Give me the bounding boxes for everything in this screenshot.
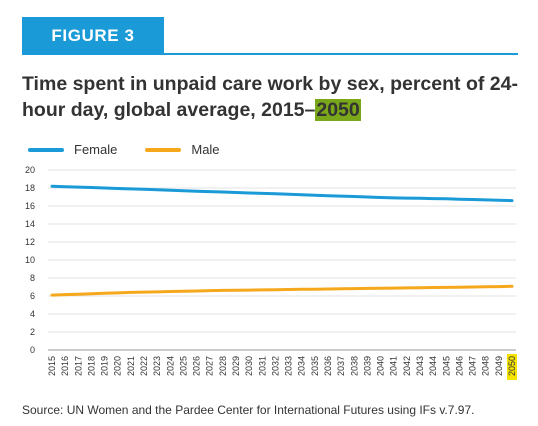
x-tick-label: 2038 <box>349 356 359 376</box>
y-tick-label: 10 <box>25 255 35 265</box>
x-tick-label: 2027 <box>205 356 215 376</box>
legend-swatch-male <box>145 147 182 152</box>
x-tick-label: 2020 <box>113 356 123 376</box>
figure-rule <box>22 53 518 55</box>
grid-layer <box>48 169 516 351</box>
chart-title: Time spent in unpaid care work by sex, p… <box>22 71 522 123</box>
legend-item-female: Female <box>28 142 117 157</box>
y-tick-label: 0 <box>30 345 35 355</box>
x-tick-label: 2046 <box>454 356 464 376</box>
figure-label: FIGURE 3 <box>22 17 164 54</box>
x-tick-label: 2035 <box>310 356 320 376</box>
x-tick-label: 2039 <box>362 356 372 376</box>
x-tick-highlight <box>507 354 517 380</box>
x-tick-label: 2025 <box>178 356 188 376</box>
legend-label-male: Male <box>191 142 220 157</box>
x-tick-label: 2028 <box>218 356 228 376</box>
y-tick-label: 8 <box>30 273 35 283</box>
x-tick-label: 2023 <box>152 356 162 376</box>
x-tick-label: 2024 <box>165 356 175 376</box>
x-tick-label: 2015 <box>47 356 57 376</box>
y-tick-label: 18 <box>25 183 35 193</box>
x-tick-label: 2042 <box>402 356 412 376</box>
y-tick-label: 2 <box>30 327 35 337</box>
legend-swatch-female <box>28 147 64 152</box>
x-tick-label: 2022 <box>139 356 149 376</box>
chart-title-highlight: 2050 <box>315 99 361 121</box>
x-tick-label: 2045 <box>441 356 451 376</box>
y-tick-label: 14 <box>25 219 35 229</box>
y-tick-label: 20 <box>25 165 35 175</box>
y-axis-ticks: 0 2 4 6 8 10 12 14 16 18 20 <box>25 165 35 355</box>
x-tick-label: 2050 <box>507 356 517 376</box>
chart-title-main: Time spent in unpaid care work by sex, p… <box>22 73 518 121</box>
x-tick-label: 2026 <box>192 356 202 376</box>
x-tick-label: 2037 <box>336 356 346 376</box>
y-tick-label: 16 <box>25 201 35 211</box>
x-axis-ticks: 2015 2016 2017 2018 2019 2020 2021 2022 2023 2024… <box>47 354 517 380</box>
x-tick-label: 2047 <box>468 356 478 376</box>
x-tick-label: 2032 <box>270 356 280 376</box>
x-tick-label: 2048 <box>481 356 491 376</box>
x-tick-label: 2041 <box>389 356 399 376</box>
legend-item-male: Male <box>145 142 220 157</box>
y-tick-label: 4 <box>30 309 35 319</box>
x-tick-label: 2044 <box>428 356 438 376</box>
x-tick-label: 2019 <box>100 356 110 376</box>
series-layer <box>50 184 514 297</box>
x-tick-label: 2036 <box>323 356 333 376</box>
series-line-female <box>50 184 514 203</box>
x-tick-label: 2018 <box>86 356 96 376</box>
x-tick-label: 2034 <box>297 356 307 376</box>
x-tick-label: 2016 <box>60 356 70 376</box>
y-tick-label: 12 <box>25 237 35 247</box>
x-tick-label: 2017 <box>73 356 83 376</box>
x-tick-label: 2033 <box>284 356 294 376</box>
legend-label-female: Female <box>74 142 118 157</box>
x-tick-label: 2030 <box>244 356 254 376</box>
y-tick-label: 6 <box>30 291 35 301</box>
series-line-male <box>50 284 514 297</box>
x-tick-label: 2043 <box>415 356 425 376</box>
x-tick-label: 2021 <box>126 356 136 376</box>
x-tick-label: 2029 <box>231 356 241 376</box>
x-tick-label: 2049 <box>494 356 504 376</box>
x-tick-label: 2031 <box>257 356 267 376</box>
source-note: Source: UN Women and the Pardee Center f… <box>22 403 475 417</box>
x-tick-label: 2040 <box>376 356 386 376</box>
chart-legend: Female Male <box>28 142 248 157</box>
